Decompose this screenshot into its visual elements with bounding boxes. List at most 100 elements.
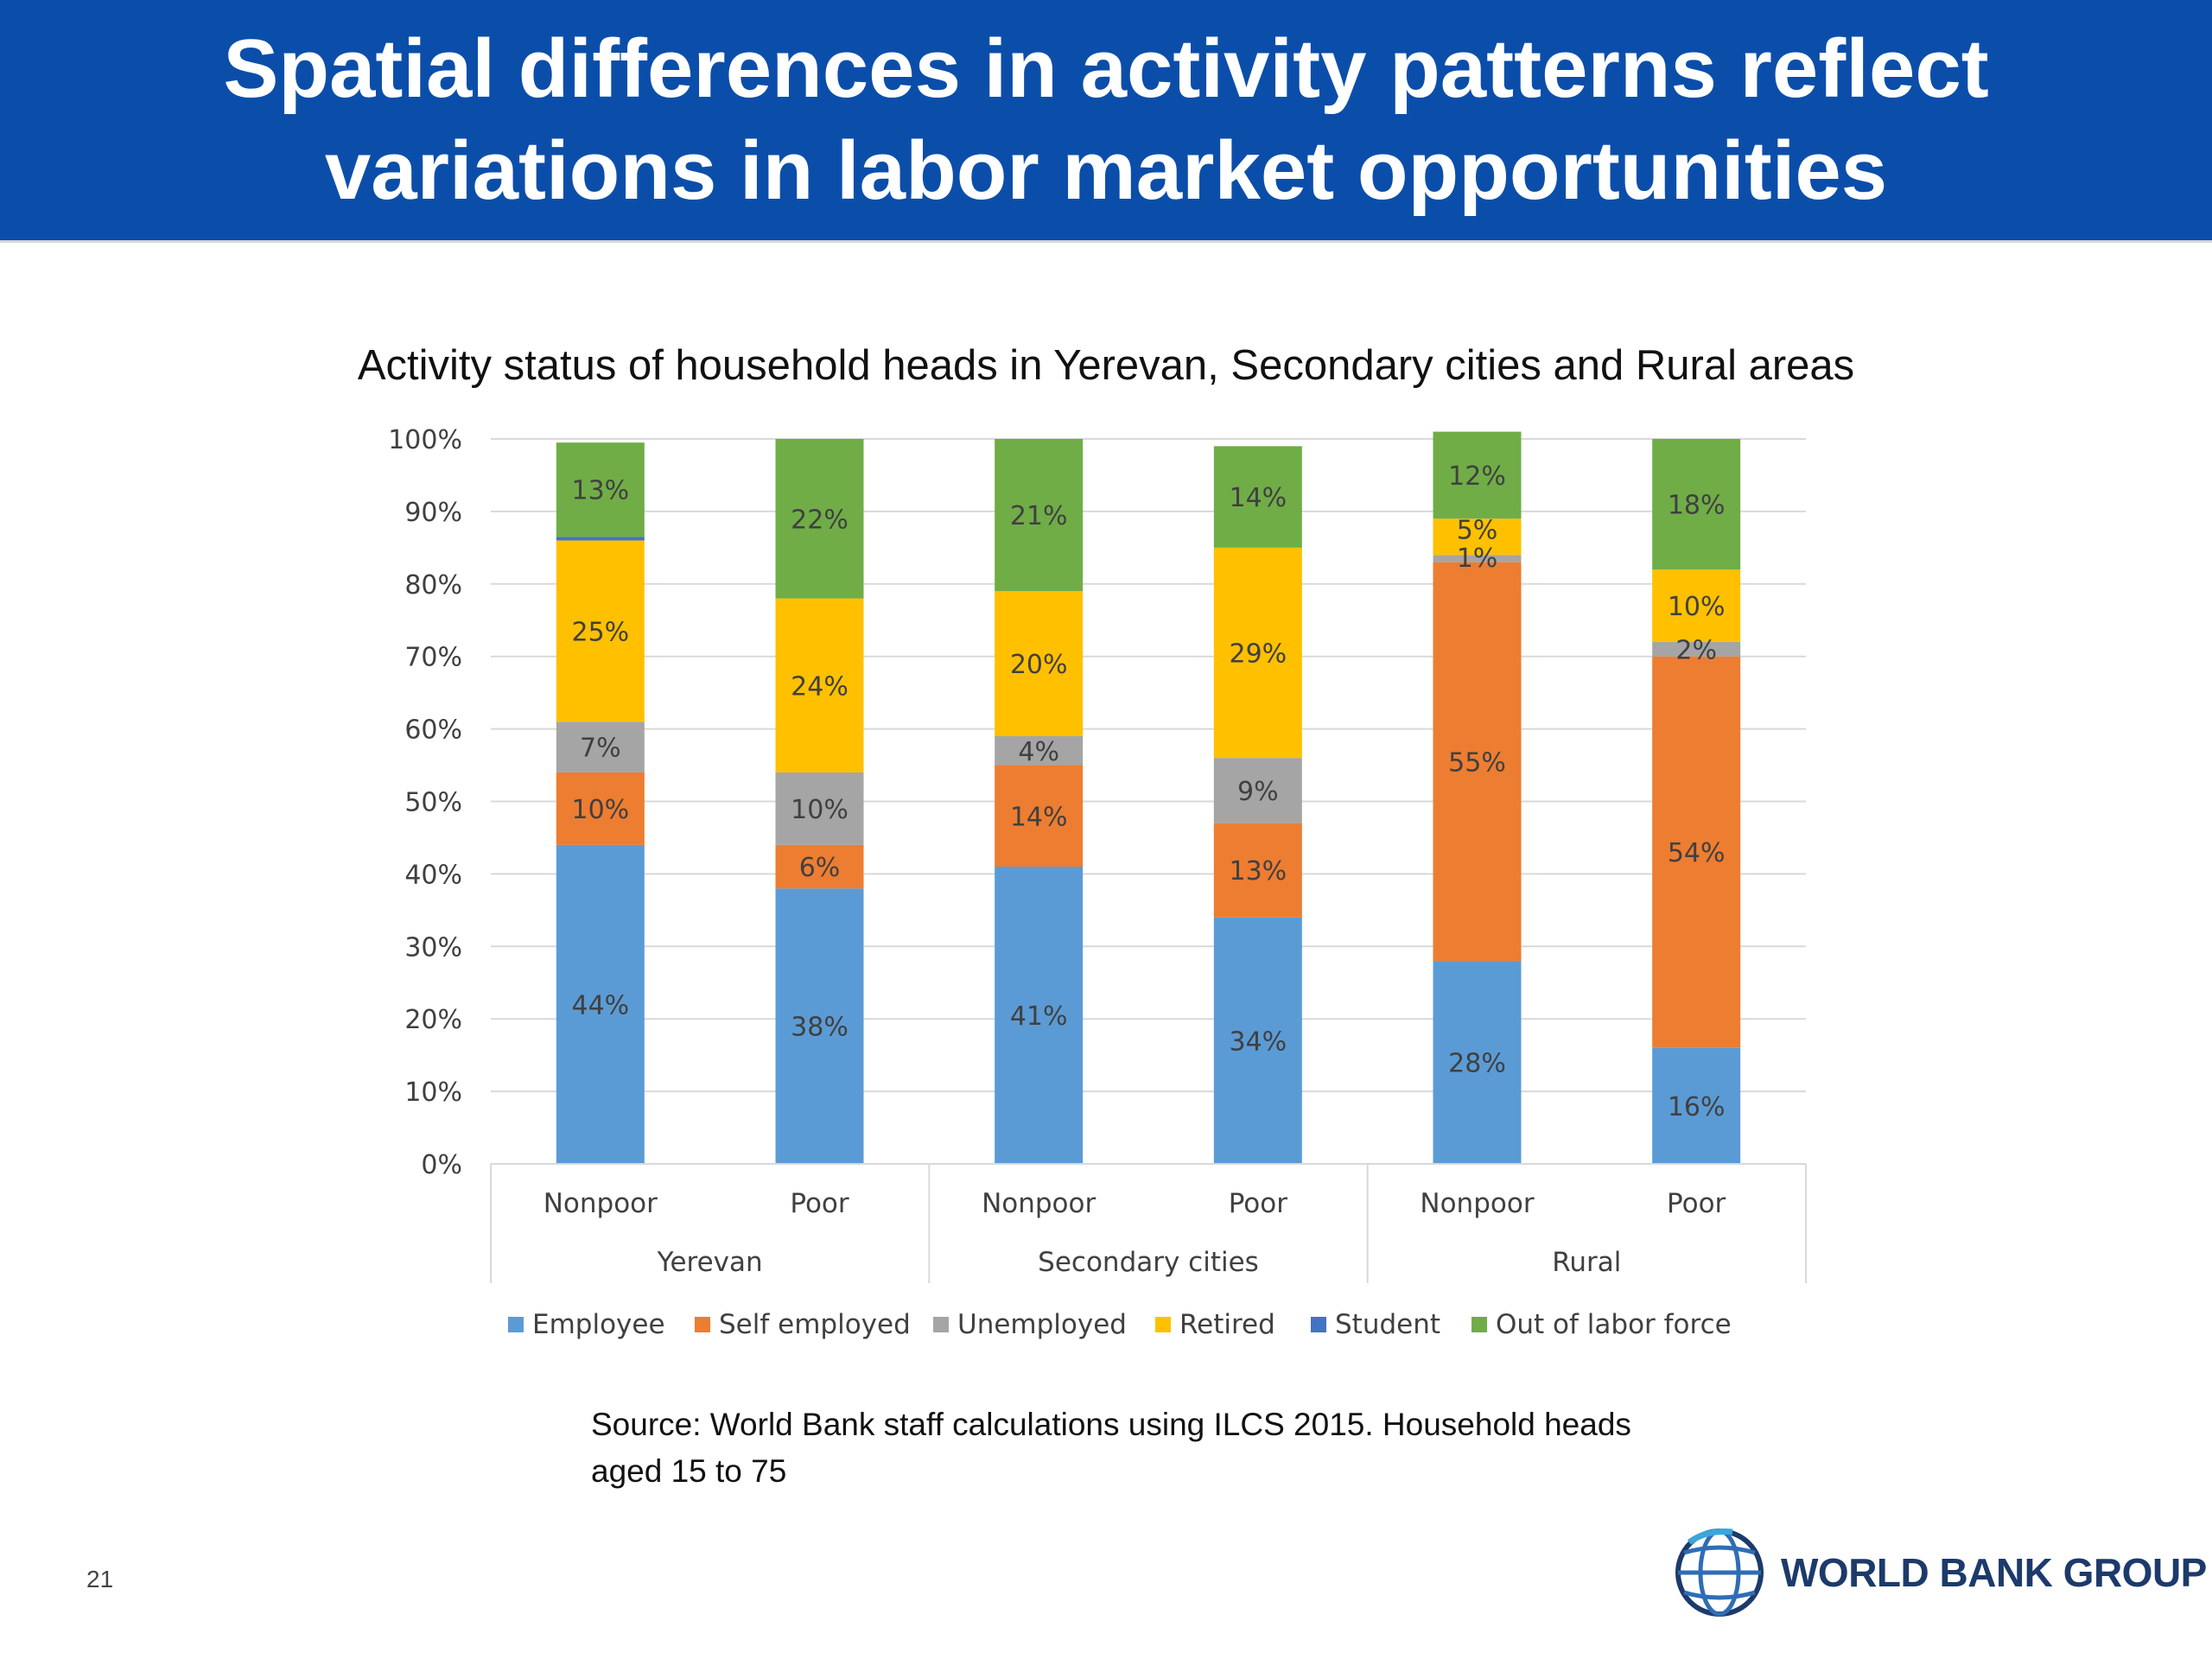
source-line2: aged 15 to 75 — [591, 1453, 787, 1489]
legend-swatch — [508, 1317, 524, 1332]
x-group-label: Yerevan — [657, 1247, 763, 1278]
source-line1: Source: World Bank staff calculations us… — [591, 1407, 1631, 1442]
data-label: 1% — [1457, 543, 1498, 574]
bar-segment — [995, 765, 1084, 868]
data-label: 34% — [1229, 1027, 1287, 1057]
x-category-label: Poor — [1667, 1188, 1726, 1219]
y-tick-label: 50% — [404, 788, 462, 818]
legend-swatch — [1155, 1317, 1171, 1332]
x-category-label: Nonpoor — [1420, 1188, 1534, 1219]
data-label: 4% — [1018, 737, 1059, 767]
data-label: 20% — [1010, 650, 1068, 680]
data-label: 55% — [1448, 747, 1506, 778]
x-category-label: Nonpoor — [982, 1188, 1096, 1219]
data-label: 10% — [791, 795, 849, 825]
bar-segment — [995, 867, 1084, 1164]
bar-segment — [1433, 961, 1522, 1164]
bar-segment — [1433, 431, 1522, 519]
data-label: 7% — [580, 734, 621, 764]
legend-swatch — [695, 1317, 710, 1332]
data-label: 22% — [791, 505, 849, 535]
bar-segment — [1652, 1047, 1741, 1164]
y-tick-label: 10% — [404, 1077, 462, 1108]
data-label: 25% — [571, 617, 629, 647]
x-category-label: Poor — [1229, 1188, 1288, 1219]
y-tick-label: 60% — [404, 715, 462, 746]
page-number: 21 — [86, 1566, 114, 1592]
bar-segment — [1652, 641, 1741, 657]
bar-segment — [995, 735, 1084, 766]
x-category-label: Nonpoor — [543, 1188, 658, 1219]
data-label: 24% — [791, 671, 849, 702]
data-label: 14% — [1229, 483, 1287, 513]
data-label: 54% — [1668, 838, 1726, 868]
data-label: 13% — [1229, 856, 1287, 887]
bar-segment — [775, 888, 864, 1164]
data-label: 12% — [1448, 461, 1506, 492]
bar-segment — [556, 844, 645, 1164]
legend-label: Out of labor force — [1496, 1309, 1732, 1340]
data-label: 9% — [1237, 777, 1279, 807]
bar-segment — [556, 540, 645, 722]
y-tick-label: 90% — [404, 498, 462, 528]
legend-label: Employee — [532, 1309, 665, 1340]
data-label: 28% — [1448, 1049, 1506, 1079]
y-tick-label: 30% — [404, 932, 462, 963]
y-tick-label: 100% — [388, 425, 462, 455]
data-label: 5% — [1457, 515, 1498, 545]
data-label: 18% — [1668, 491, 1726, 521]
legend-label: Retired — [1179, 1309, 1275, 1340]
bar-segment — [1652, 439, 1741, 570]
x-category-label: Poor — [790, 1188, 849, 1219]
bar-segment — [1433, 555, 1522, 563]
legend-swatch — [1471, 1317, 1487, 1332]
data-label: 10% — [571, 795, 629, 825]
data-label: 6% — [799, 853, 841, 883]
legend-swatch — [933, 1317, 949, 1332]
data-label: 10% — [1668, 592, 1726, 622]
bar-segment — [1433, 518, 1522, 556]
bar-segment — [556, 772, 645, 845]
logo-wordmark: WORLD BANK GROUP — [1781, 1550, 2207, 1595]
bar-segment — [775, 598, 864, 772]
title-banner: Spatial differences in activity patterns… — [0, 0, 2212, 243]
globe-icon — [1675, 1529, 1764, 1617]
bar-segment — [775, 439, 864, 599]
data-label: 44% — [571, 990, 629, 1020]
data-label: 41% — [1010, 1001, 1068, 1032]
bar-segment — [1213, 446, 1302, 548]
data-label: 29% — [1229, 639, 1287, 670]
slide-title-line2: variations in labor market opportunities — [324, 124, 1888, 217]
legend-label: Self employed — [719, 1309, 911, 1340]
slide-title-line1: Spatial differences in activity patterns… — [223, 22, 1989, 115]
y-tick-label: 20% — [404, 1005, 462, 1035]
bar-segment — [556, 721, 645, 772]
bar-segment — [556, 442, 645, 537]
data-label: 13% — [571, 476, 629, 506]
y-tick-label: 40% — [404, 860, 462, 890]
chart-title: Activity status of household heads in Ye… — [357, 342, 1855, 389]
bar-segment — [1213, 917, 1302, 1164]
world-bank-logo: WORLD BANK GROUP — [1672, 1525, 2207, 1620]
legend-swatch — [1311, 1317, 1326, 1332]
legend-label: Student — [1335, 1309, 1440, 1340]
bar-segment — [1213, 758, 1302, 823]
bar-segment — [775, 772, 864, 845]
bar-segment — [1433, 562, 1522, 962]
data-label: 2% — [1675, 635, 1717, 665]
y-tick-label: 0% — [421, 1150, 462, 1180]
y-tick-label: 80% — [404, 570, 462, 601]
bar-segment — [1652, 656, 1741, 1048]
bar-segment — [995, 591, 1084, 736]
y-tick-label: 70% — [404, 643, 462, 673]
bar-segment — [556, 537, 645, 541]
source-note: Source: World Bank staff calculations us… — [591, 1402, 1714, 1495]
x-group-label: Secondary cities — [1038, 1247, 1259, 1278]
bar-segment — [1213, 823, 1302, 918]
data-label: 38% — [791, 1013, 849, 1043]
data-label: 16% — [1668, 1092, 1726, 1122]
data-label: 21% — [1010, 501, 1068, 531]
bar-segment — [995, 439, 1084, 592]
bar-segment — [775, 844, 864, 889]
x-group-label: Rural — [1552, 1247, 1621, 1278]
